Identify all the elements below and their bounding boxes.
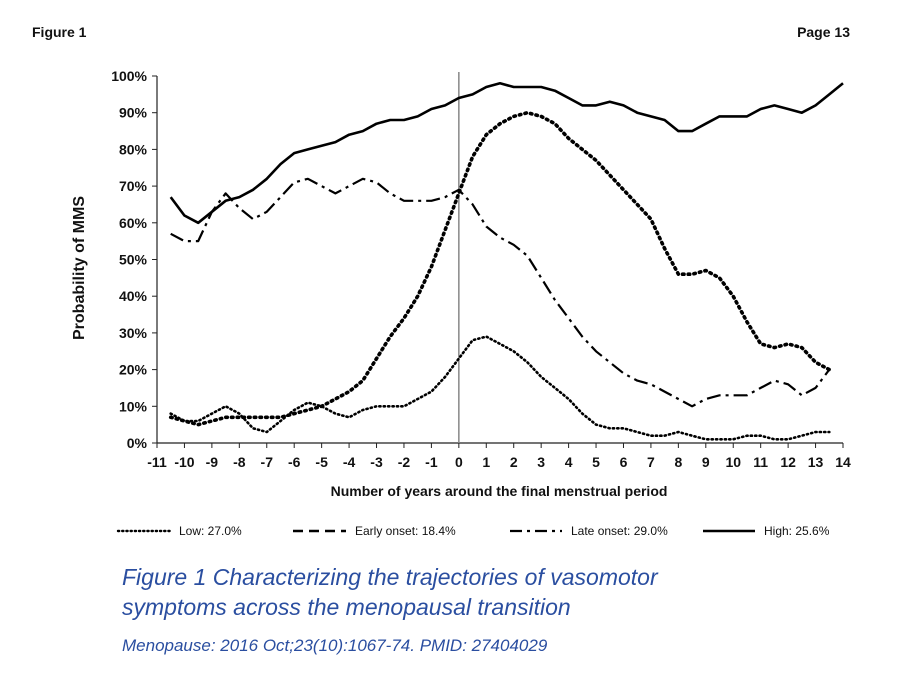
x-tick-label: -6 [288, 454, 301, 470]
legend-item: Late onset: 29.0% [510, 524, 668, 538]
figure-label: Figure 1 [32, 24, 87, 40]
x-tick-label: -7 [261, 454, 274, 470]
legend-item: High: 25.6% [703, 524, 830, 538]
x-tick-label: -8 [233, 454, 246, 470]
legend-label: Late onset: 29.0% [571, 524, 668, 538]
x-tick-label: 14 [835, 454, 851, 470]
legend-label: Early onset: 18.4% [355, 524, 456, 538]
y-tick-label: 20% [119, 362, 148, 378]
figure-citation: Menopause: 2016 Oct;23(10):1067-74. PMID… [122, 636, 548, 655]
x-tick-label: 2 [510, 454, 518, 470]
x-tick-label: -5 [315, 454, 328, 470]
y-tick-label: 90% [119, 105, 148, 121]
x-tick-label: 1 [482, 454, 490, 470]
x-tick-label: 6 [620, 454, 628, 470]
legend-label: Low: 27.0% [179, 524, 242, 538]
y-tick-label: 60% [119, 215, 148, 231]
x-tick-label: 11 [753, 454, 768, 470]
y-tick-label: 40% [119, 288, 148, 304]
x-tick-label: -3 [370, 454, 383, 470]
caption-title-line-1: Figure 1 Characterizing the trajectories… [122, 564, 658, 590]
y-axis-label: Probability of MMS [71, 196, 88, 340]
y-tick-label: 30% [119, 325, 148, 341]
line-chart: 0%10%20%30%40%50%60%70%80%90%100% -11 -10… [71, 68, 851, 538]
legend-item: Low: 27.0% [116, 524, 242, 538]
x-tick-label: -9 [206, 454, 219, 470]
caption-title-line-2: symptoms across the menopausal transitio… [122, 594, 571, 620]
x-tick-label: -10 [174, 454, 194, 470]
x-tick-label: -11 [147, 454, 167, 470]
y-tick-label: 50% [119, 252, 148, 268]
legend-item: Early onset: 18.4% [293, 524, 456, 538]
series-line-dashdot [170, 177, 831, 408]
x-tick-label: 12 [780, 454, 796, 470]
y-tick-label: 0% [127, 435, 148, 451]
page-number: Page 13 [797, 24, 850, 40]
legend: Low: 27.0% Early onset: 18.4% Late onset: … [116, 524, 830, 538]
x-tick-label: 13 [808, 454, 824, 470]
figure-caption-title: Figure 1 Characterizing the trajectories… [122, 562, 862, 622]
x-tick-label: 3 [537, 454, 545, 470]
x-tick-label: 5 [592, 454, 600, 470]
y-tick-label: 80% [119, 141, 148, 157]
x-tick-label: 10 [725, 454, 741, 470]
x-tick-label: 4 [565, 454, 573, 470]
y-tick-label: 100% [111, 68, 147, 84]
series-line-solid [169, 82, 844, 225]
series-line-dashed [168, 110, 832, 427]
x-tick-label: -4 [343, 454, 356, 470]
x-tick-label: -1 [425, 454, 438, 470]
y-tick-label: 10% [119, 398, 148, 414]
x-tick-label: 8 [674, 454, 682, 470]
x-axis-label: Number of years around the final menstru… [331, 483, 668, 499]
series-line-dotted [169, 335, 831, 441]
x-tick-label: 7 [647, 454, 655, 470]
x-tick-label: 0 [455, 454, 463, 470]
x-tick-label: -2 [398, 454, 411, 470]
x-tick-label: 9 [702, 454, 710, 470]
y-tick-label: 70% [119, 178, 148, 194]
legend-label: High: 25.6% [764, 524, 830, 538]
